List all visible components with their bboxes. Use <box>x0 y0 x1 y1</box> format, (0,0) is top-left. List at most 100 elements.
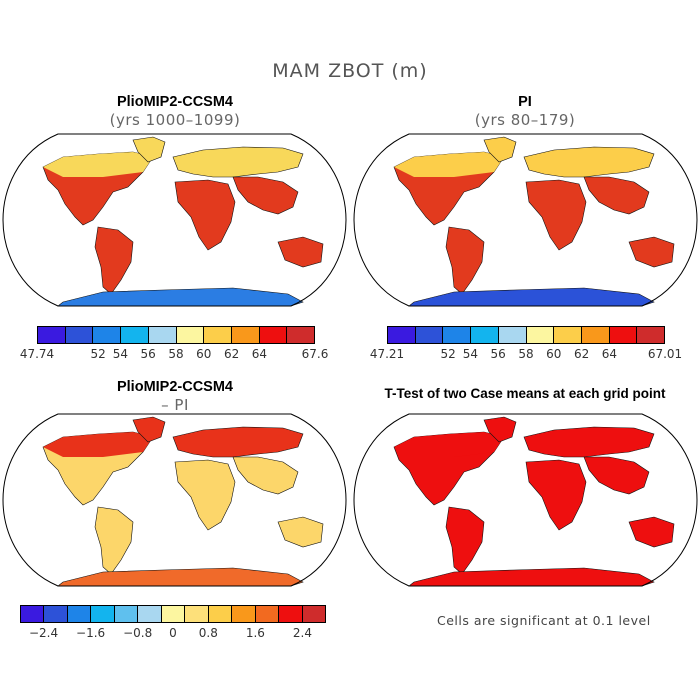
map-frame <box>2 413 347 587</box>
colorbar-label: 62 <box>223 347 240 361</box>
colorbar-swatch <box>443 327 472 343</box>
panel3-title: PlioMIP2-CCSM4 <box>116 379 233 395</box>
map-frame <box>353 133 698 307</box>
panel4-title: T-Test of two Case means at each grid po… <box>384 386 666 401</box>
greenland <box>483 416 517 443</box>
colorbar-label: 64 <box>251 347 268 361</box>
colorbar-swatch <box>554 327 582 343</box>
south-asia <box>232 176 299 215</box>
greenland <box>132 416 166 443</box>
south-america <box>94 506 134 575</box>
colorbar-label: 0.8 <box>198 626 218 640</box>
colorbar-swatch <box>91 606 115 622</box>
panel1-title: PlioMIP2-CCSM4 <box>116 94 233 110</box>
colorbar-swatch <box>67 606 92 622</box>
colorbar-label: 56 <box>490 347 506 361</box>
colorbar-swatch <box>259 327 288 343</box>
panel2-subtitle: (yrs 80–179) <box>474 111 576 129</box>
colorbar-label: 67.01 <box>647 347 683 361</box>
colorbar-swatch <box>65 327 94 343</box>
colorbar-label: 54 <box>462 347 479 361</box>
south-asia <box>232 456 299 495</box>
colorbar-label: −1.6 <box>76 626 106 640</box>
colorbar-swatch <box>498 327 527 343</box>
colorbar-label: 52 <box>90 347 106 361</box>
eurasia <box>172 146 304 178</box>
colorbar-label: 2.4 <box>292 626 312 640</box>
colorbar-swatch <box>415 327 444 343</box>
colorbar-swatch <box>581 327 610 343</box>
greenland <box>483 136 517 163</box>
panel1-colorbar <box>37 326 315 344</box>
australia <box>628 236 675 268</box>
significance-note: Cells are significant at 0.1 level <box>437 613 651 628</box>
colorbar-swatch <box>93 327 122 343</box>
australia <box>277 516 324 548</box>
north-america-north <box>394 432 504 457</box>
map-frame <box>2 133 347 307</box>
north-america-north <box>394 152 504 177</box>
colorbar-swatch <box>388 327 416 343</box>
colorbar-swatch <box>637 327 665 343</box>
panel2-colorbar <box>387 326 665 344</box>
south-america <box>445 506 485 575</box>
south-asia <box>583 456 650 495</box>
colorbar-label: 58 <box>168 347 184 361</box>
panel3-colorbar <box>20 605 326 623</box>
colorbar-label: 58 <box>518 347 534 361</box>
colorbar-swatch <box>21 606 45 622</box>
colorbar-swatch <box>471 327 499 343</box>
south-america <box>445 226 485 295</box>
greenland <box>132 136 166 163</box>
panel1-colorbar-labels: 47.74 52 54 56 58 60 62 64 67.6 <box>20 347 329 363</box>
panel1-subtitle: (yrs 1000–1099) <box>109 111 241 129</box>
colorbar-swatch <box>526 327 555 343</box>
colorbar-label: 47.21 <box>369 347 405 361</box>
colorbar-label: 56 <box>140 347 156 361</box>
colorbar-swatch <box>609 327 638 343</box>
colorbar-swatch <box>185 606 209 622</box>
colorbar-label: 60 <box>546 347 562 361</box>
panel3-map <box>2 413 347 587</box>
africa <box>174 459 236 531</box>
colorbar-swatch <box>161 606 186 622</box>
colorbar-label: 52 <box>440 347 456 361</box>
colorbar-swatch <box>231 327 260 343</box>
figure-title: MAM ZBOT (m) <box>272 60 428 82</box>
colorbar-swatch <box>176 327 205 343</box>
colorbar-swatch <box>204 327 232 343</box>
colorbar-swatch <box>38 327 66 343</box>
colorbar-label: 60 <box>196 347 212 361</box>
colorbar-swatch <box>279 606 303 622</box>
south-america <box>94 226 134 295</box>
colorbar-swatch <box>114 606 139 622</box>
africa <box>525 179 587 251</box>
colorbar-swatch <box>302 606 326 622</box>
colorbar-label: 47.74 <box>19 347 55 361</box>
panel1-map <box>2 133 347 307</box>
panel2-map <box>353 133 698 307</box>
colorbar-swatch <box>208 606 233 622</box>
colorbar-swatch <box>148 327 177 343</box>
australia <box>628 516 675 548</box>
africa <box>174 179 236 251</box>
colorbar-label: 62 <box>573 347 590 361</box>
africa <box>525 459 587 531</box>
colorbar-label: −2.4 <box>28 626 59 640</box>
panel2-colorbar-labels: 47.21 52 54 56 58 60 62 64 67.01 <box>370 347 682 363</box>
colorbar-label: 67.6 <box>301 347 329 361</box>
eurasia <box>523 146 655 178</box>
colorbar-label: 54 <box>112 347 129 361</box>
colorbar-label: 0 <box>169 626 177 640</box>
colorbar-swatch <box>255 606 280 622</box>
colorbar-swatch <box>44 606 68 622</box>
colorbar-label: 1.6 <box>245 626 265 640</box>
north-america-north <box>43 432 153 457</box>
colorbar-swatch <box>121 327 149 343</box>
panel2-title: PI <box>518 94 532 110</box>
panel3-subtitle: – PI <box>161 396 189 414</box>
map-frame <box>353 413 698 587</box>
north-america-north <box>43 152 153 177</box>
panel3-colorbar-labels: −2.4 −1.6 −0.8 0 0.8 1.6 2.4 <box>20 626 326 642</box>
colorbar-swatch <box>138 606 162 622</box>
